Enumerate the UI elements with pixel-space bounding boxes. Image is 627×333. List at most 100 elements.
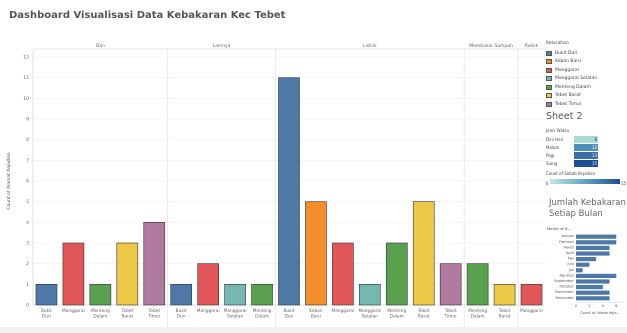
x-tick-label: Dalam	[471, 314, 485, 320]
monthly-chart-title: Jumlah Kebakaran Setiap Bulan	[549, 198, 626, 219]
bar	[197, 263, 219, 306]
x-tick-label: Dalam	[93, 314, 107, 320]
month-bar	[576, 285, 603, 290]
bar	[224, 284, 246, 306]
legend-item[interactable]: Kebon Baru	[546, 58, 626, 67]
month-label: April	[566, 251, 574, 255]
bar	[466, 263, 489, 306]
legend-label: Kebon Baru	[555, 59, 581, 65]
y-tick-label: 10	[23, 96, 29, 102]
legend-item[interactable]: Tebet Barat	[546, 92, 626, 101]
x-tick-label: Manggarai	[520, 308, 543, 314]
x-tick-label: Barat	[499, 314, 511, 320]
bar	[520, 284, 543, 306]
x-tick-label: Barat	[418, 314, 430, 320]
legend-label: Bukit Duri	[555, 50, 578, 56]
gradient-legend-bar	[550, 179, 620, 184]
x-tick-label: Tebet	[498, 308, 511, 314]
x-tick-label: Tebet	[121, 308, 134, 314]
x-tick-label: Menteng	[91, 308, 110, 314]
x-tick-label: Menteng	[387, 308, 406, 314]
x-tick-label: Manggarai	[358, 308, 381, 314]
bar	[35, 284, 58, 306]
month-label: Mei	[568, 257, 574, 261]
y-tick-label: 11	[23, 75, 29, 81]
sheet2-heatmap: Jenis Waktu Dini Hari 6 Malam 12 Pagi 13 Siang…	[546, 128, 626, 167]
bar	[116, 242, 139, 306]
month-x-tick: 0	[575, 304, 578, 308]
bar	[251, 284, 273, 306]
month-x-label: Count of Sebab Keja..	[580, 311, 619, 315]
legend-swatch	[546, 101, 552, 107]
sheet2-row-label: Dini Hari	[546, 136, 564, 142]
month-label: Agustus	[560, 273, 575, 277]
month-axis-title: Month of B...	[547, 226, 571, 231]
y-tick-label: 0	[26, 303, 29, 309]
bar	[305, 201, 327, 306]
y-tick-label: 8	[26, 137, 29, 143]
sheet2-row-label: Pagi	[546, 152, 555, 158]
bar	[332, 242, 354, 306]
bar	[412, 201, 435, 306]
month-bar	[576, 240, 617, 245]
month-label: Oktober	[560, 285, 575, 289]
sheet2-cell: 12	[574, 143, 598, 151]
legend-item[interactable]: Tebet Timur	[546, 100, 626, 109]
group-header-label: Membakar Sampah	[469, 43, 513, 49]
bar	[62, 242, 85, 306]
x-tick-label: Tebet	[147, 308, 160, 314]
month-bar	[576, 251, 610, 256]
sheet2-cell: 13	[574, 151, 598, 159]
group-header-label: Listrik	[363, 43, 377, 49]
bar	[439, 263, 462, 306]
legend-item[interactable]: Manggarai Selatan	[546, 75, 626, 84]
legend-item[interactable]: Manggarai	[546, 66, 626, 75]
legend-label: Menteng Dalam	[555, 84, 591, 90]
bar	[385, 242, 408, 306]
bar	[359, 284, 381, 306]
legend-label: Manggarai Selatan	[555, 76, 598, 82]
month-label: Januari	[561, 234, 575, 238]
x-tick-label: Duri	[285, 314, 294, 320]
y-tick-label: 7	[26, 158, 29, 164]
sheet2-cell: 6	[574, 135, 598, 143]
y-tick-label: 4	[26, 220, 29, 226]
y-tick-label: 12	[23, 55, 29, 61]
month-label: Juni	[566, 262, 574, 266]
x-tick-label: Manggarai	[197, 308, 220, 314]
legend-label: Tebet Timur	[555, 101, 582, 107]
x-tick-label: Kebon	[309, 308, 323, 314]
y-tick-label: 6	[26, 179, 29, 185]
x-tick-label: Timur	[443, 314, 457, 320]
legend-item[interactable]: Bukit Duri	[546, 49, 626, 58]
legend-swatch	[546, 59, 552, 65]
sheet2-title: Sheet 2	[546, 111, 583, 122]
legend-swatch	[546, 84, 552, 90]
legend-label: Manggarai	[555, 67, 579, 73]
bar	[278, 77, 300, 306]
x-tick-label: Tebet	[444, 308, 457, 314]
sheet2-row: Siang 15	[546, 159, 626, 167]
legend-swatch	[546, 67, 552, 73]
sheet2-row-label: Siang	[546, 160, 558, 166]
month-x-tick: 6	[615, 304, 618, 308]
x-tick-label: Baru	[311, 314, 321, 320]
month-label: September	[554, 279, 574, 283]
legend-label: Tebet Barat	[555, 93, 581, 99]
x-tick-label: Timur	[147, 314, 161, 320]
sheet2-row: Pagi 13	[546, 151, 626, 159]
legend-item[interactable]: Menteng Dalam	[546, 83, 626, 92]
status-bar	[0, 327, 627, 333]
month-label: Maret	[564, 245, 575, 249]
x-tick-label: Manggarai	[224, 308, 247, 314]
x-tick-label: Duri	[177, 314, 186, 320]
sheet2-row: Malam 12	[546, 143, 626, 151]
bar	[89, 284, 112, 306]
x-tick-label: Duri	[42, 314, 51, 320]
month-bar	[576, 279, 610, 284]
month-label: Desember	[555, 296, 574, 300]
dashboard-title: Dashboard Visualisasi Data Kebakaran Kec…	[9, 10, 286, 21]
month-bar	[576, 262, 590, 267]
x-tick-label: Manggarai	[62, 308, 85, 314]
